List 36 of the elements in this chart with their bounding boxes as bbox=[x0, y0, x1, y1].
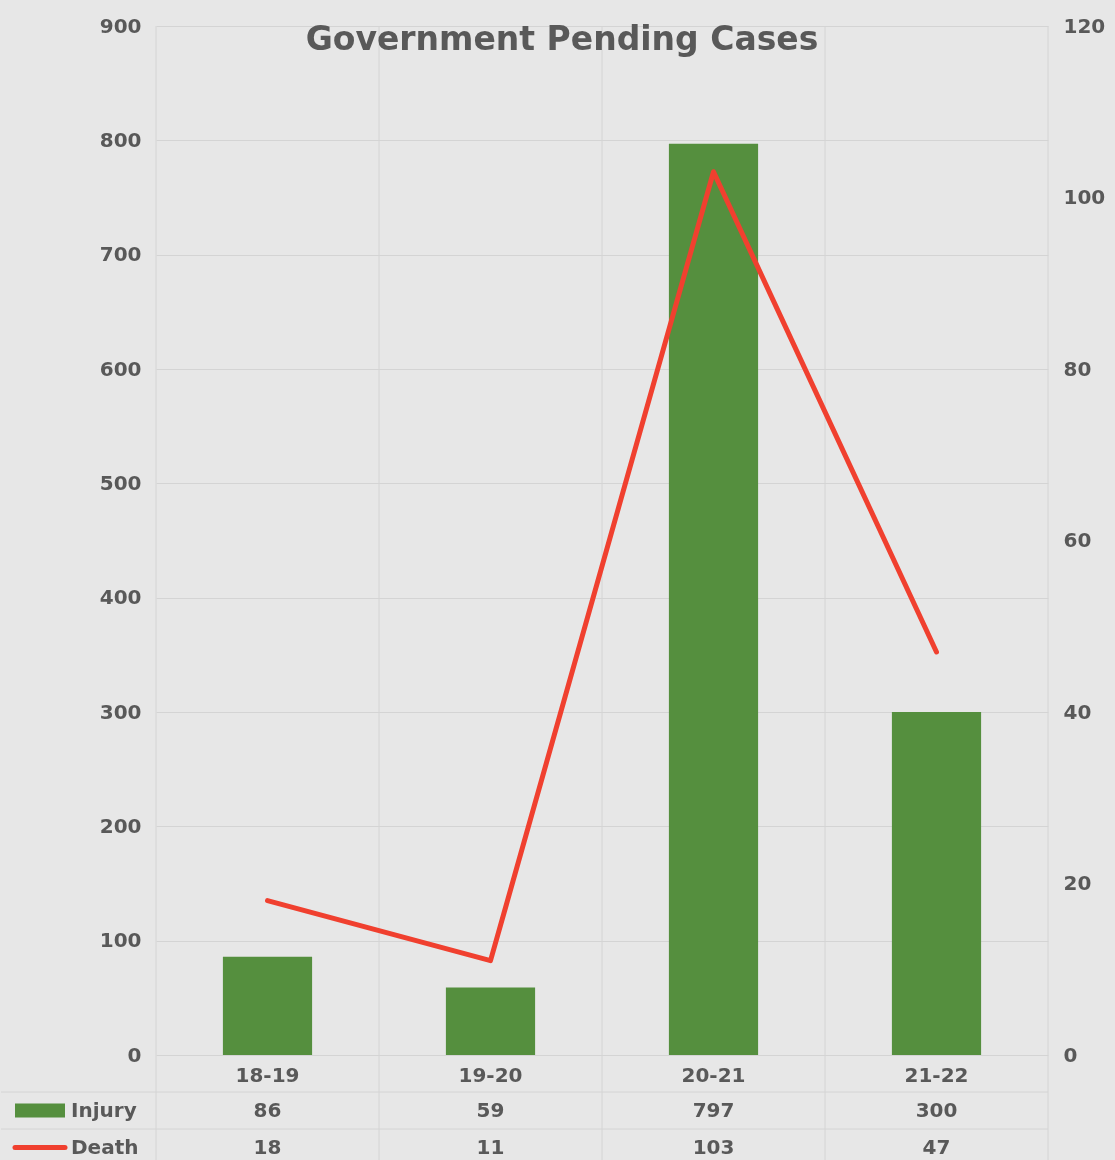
data-label: 18 bbox=[253, 1134, 282, 1159]
data-label: 59 bbox=[476, 1097, 505, 1122]
data-label: 797 bbox=[692, 1097, 735, 1122]
data-label: 103 bbox=[692, 1134, 735, 1159]
y2-tick-label: 80 bbox=[1063, 356, 1092, 381]
y2-tick-label: 60 bbox=[1063, 528, 1092, 552]
y-tick-label: 600 bbox=[99, 356, 142, 381]
data-label: 47 bbox=[922, 1134, 951, 1159]
y-tick-label: 0 bbox=[127, 1042, 142, 1067]
chart-title: Government Pending Cases bbox=[305, 19, 819, 58]
data-label: 300 bbox=[915, 1097, 958, 1122]
y-tick-label: 500 bbox=[99, 470, 142, 495]
data-label: 86 bbox=[253, 1097, 282, 1122]
x-tick-label: 18-19 bbox=[235, 1062, 300, 1087]
x-tick-label: 19-20 bbox=[458, 1062, 523, 1087]
y-tick-label: 100 bbox=[99, 928, 142, 953]
y2-tick-label: 20 bbox=[1063, 871, 1092, 895]
y-tick-label: 900 bbox=[99, 13, 142, 38]
bar bbox=[891, 712, 982, 1055]
y2-tick-label: 100 bbox=[1063, 185, 1106, 209]
y-tick-label: 800 bbox=[99, 127, 142, 152]
y-tick-label: 400 bbox=[99, 585, 142, 610]
bar bbox=[222, 956, 313, 1055]
data-label: 11 bbox=[476, 1134, 505, 1159]
bar bbox=[668, 143, 759, 1055]
legend-label: Death bbox=[71, 1134, 139, 1159]
y-tick-label: 200 bbox=[99, 813, 142, 838]
y-tick-label: 700 bbox=[99, 242, 142, 267]
x-tick-label: 20-21 bbox=[681, 1062, 746, 1087]
y2-tick-label: 40 bbox=[1063, 699, 1092, 724]
y2-tick-label: 120 bbox=[1063, 13, 1106, 38]
x-tick-label: 21-22 bbox=[904, 1062, 969, 1087]
y2-tick-label: 0 bbox=[1063, 1042, 1078, 1067]
legend-label: Injury bbox=[71, 1097, 137, 1122]
bar bbox=[445, 987, 536, 1055]
y-tick-label: 300 bbox=[99, 699, 142, 724]
